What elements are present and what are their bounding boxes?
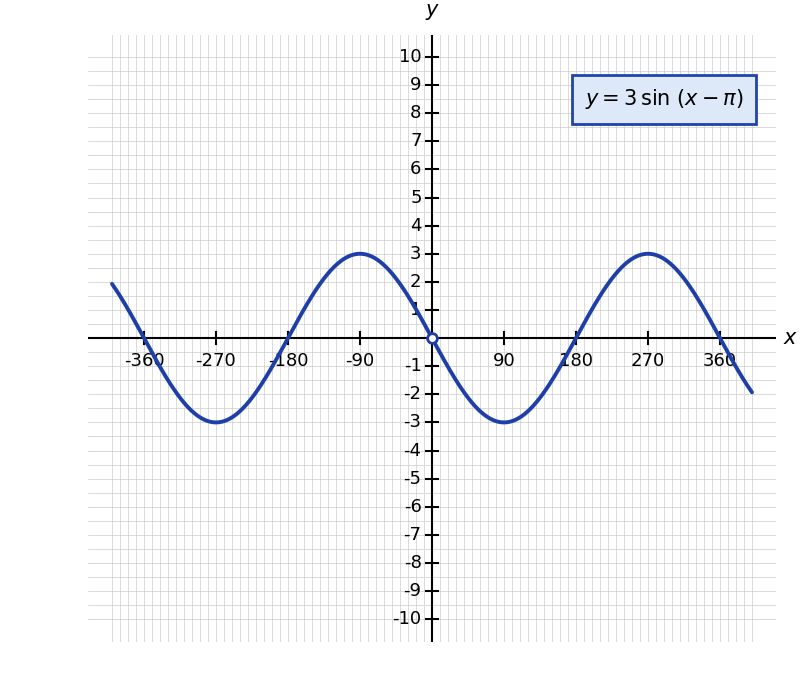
Text: -360: -360 xyxy=(124,352,164,370)
Text: 9: 9 xyxy=(410,76,422,94)
Text: -270: -270 xyxy=(196,352,236,370)
Text: 180: 180 xyxy=(559,352,593,370)
Text: 90: 90 xyxy=(493,352,515,370)
Text: -1: -1 xyxy=(404,357,422,375)
Text: -180: -180 xyxy=(268,352,308,370)
Text: 10: 10 xyxy=(399,48,422,66)
Text: y: y xyxy=(426,1,438,21)
Text: -7: -7 xyxy=(404,526,422,544)
Text: 6: 6 xyxy=(410,161,422,179)
Text: 270: 270 xyxy=(631,352,665,370)
Text: 1: 1 xyxy=(410,301,422,319)
Text: 3: 3 xyxy=(410,245,422,263)
Text: 7: 7 xyxy=(410,132,422,150)
Text: -90: -90 xyxy=(346,352,374,370)
Text: -5: -5 xyxy=(404,470,422,488)
Text: x: x xyxy=(784,328,796,348)
Text: $y = 3\,\sin\,(x - \pi)$: $y = 3\,\sin\,(x - \pi)$ xyxy=(585,87,743,111)
Text: 360: 360 xyxy=(703,352,737,370)
Text: 5: 5 xyxy=(410,188,422,206)
Text: 8: 8 xyxy=(410,104,422,122)
Text: -2: -2 xyxy=(404,385,422,404)
Text: 2: 2 xyxy=(410,273,422,291)
Text: -8: -8 xyxy=(404,554,422,572)
Text: -10: -10 xyxy=(393,610,422,628)
Text: -3: -3 xyxy=(404,413,422,431)
Text: -6: -6 xyxy=(404,497,422,515)
Text: -9: -9 xyxy=(404,582,422,600)
Text: -4: -4 xyxy=(404,442,422,460)
Text: 4: 4 xyxy=(410,217,422,235)
